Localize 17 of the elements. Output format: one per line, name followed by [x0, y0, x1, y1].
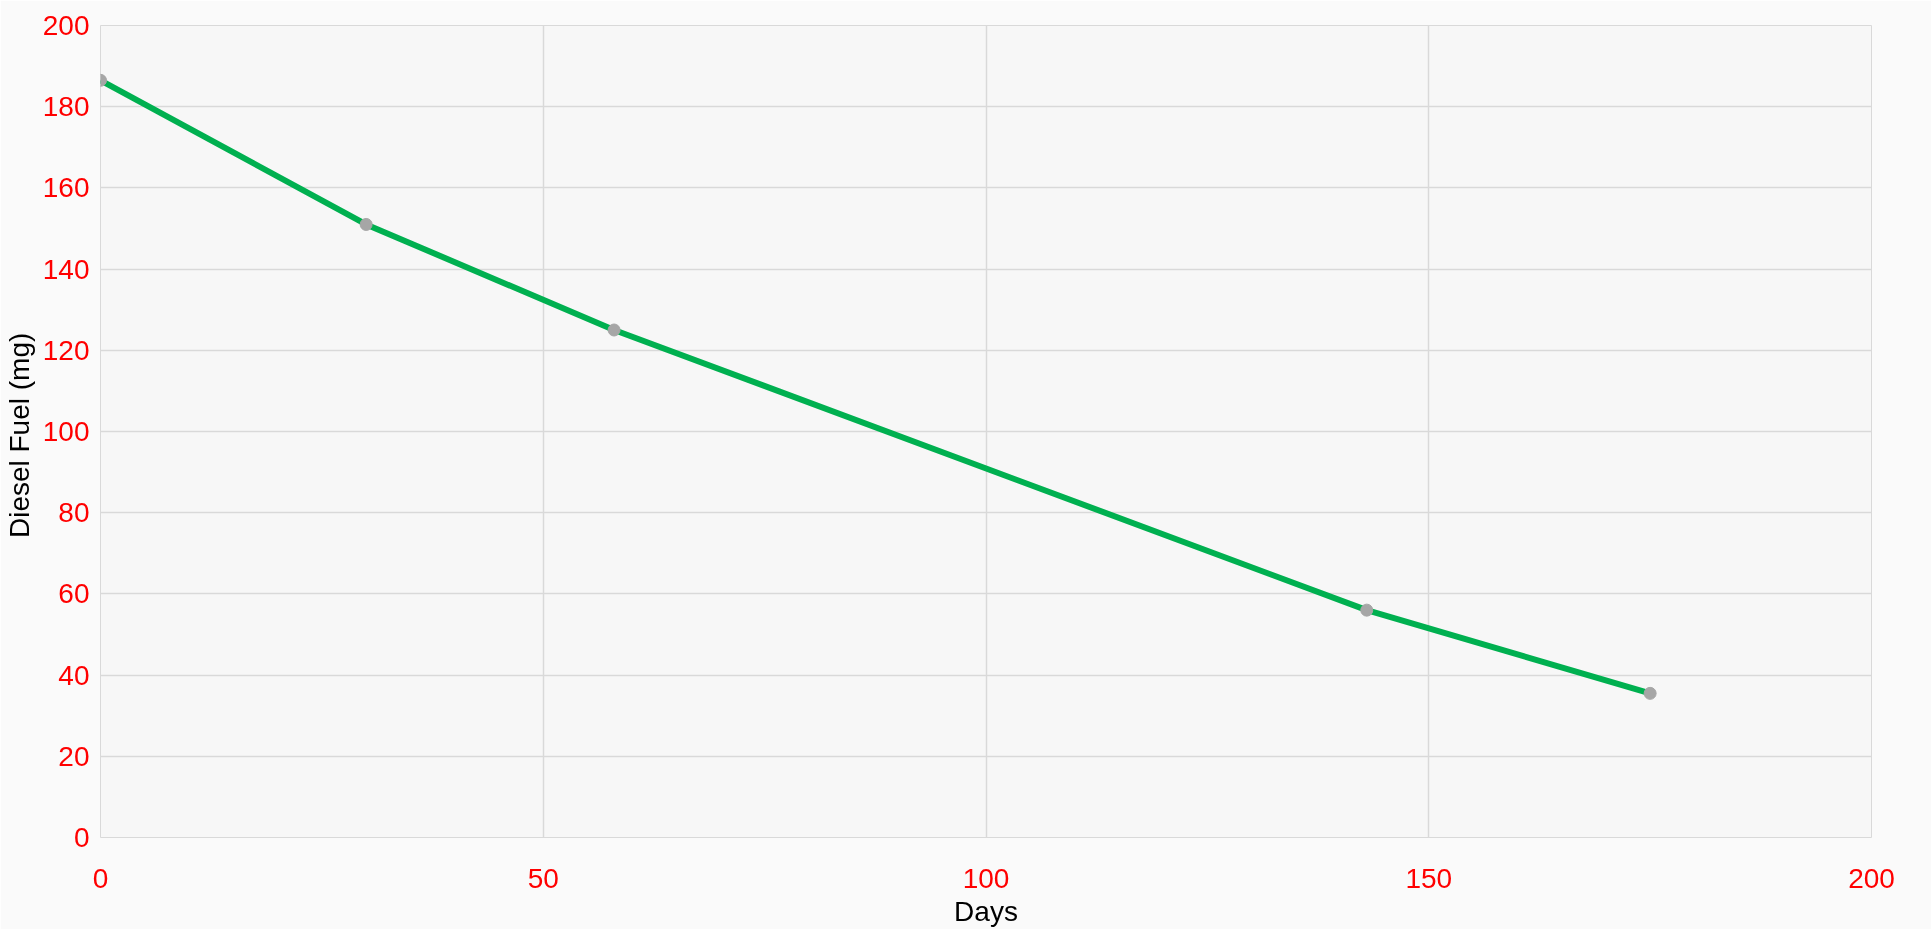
x-axis-title: Days — [954, 895, 1018, 927]
y-tick-label: 160 — [42, 172, 90, 204]
x-tick-label: 150 — [1405, 862, 1453, 894]
y-axis-title: Diesel Fuel (mg) — [3, 332, 35, 539]
y-tick-label: 80 — [58, 497, 90, 529]
y-tick-label: 200 — [42, 10, 90, 41]
y-tick-label: 140 — [42, 253, 90, 285]
y-tick-label: 180 — [42, 91, 90, 123]
y-tick-label: 20 — [58, 740, 90, 772]
y-tick-label: 0 — [73, 822, 90, 853]
y-tick-label: 40 — [58, 659, 90, 691]
y-tick-label: 60 — [58, 578, 90, 610]
y-tick-label: 100 — [42, 416, 90, 447]
x-tick-label: 100 — [962, 862, 1010, 894]
x-tick-label: 200 — [1848, 862, 1895, 894]
x-tick-label: 50 — [527, 862, 559, 894]
y-tick-label: 120 — [42, 334, 90, 366]
